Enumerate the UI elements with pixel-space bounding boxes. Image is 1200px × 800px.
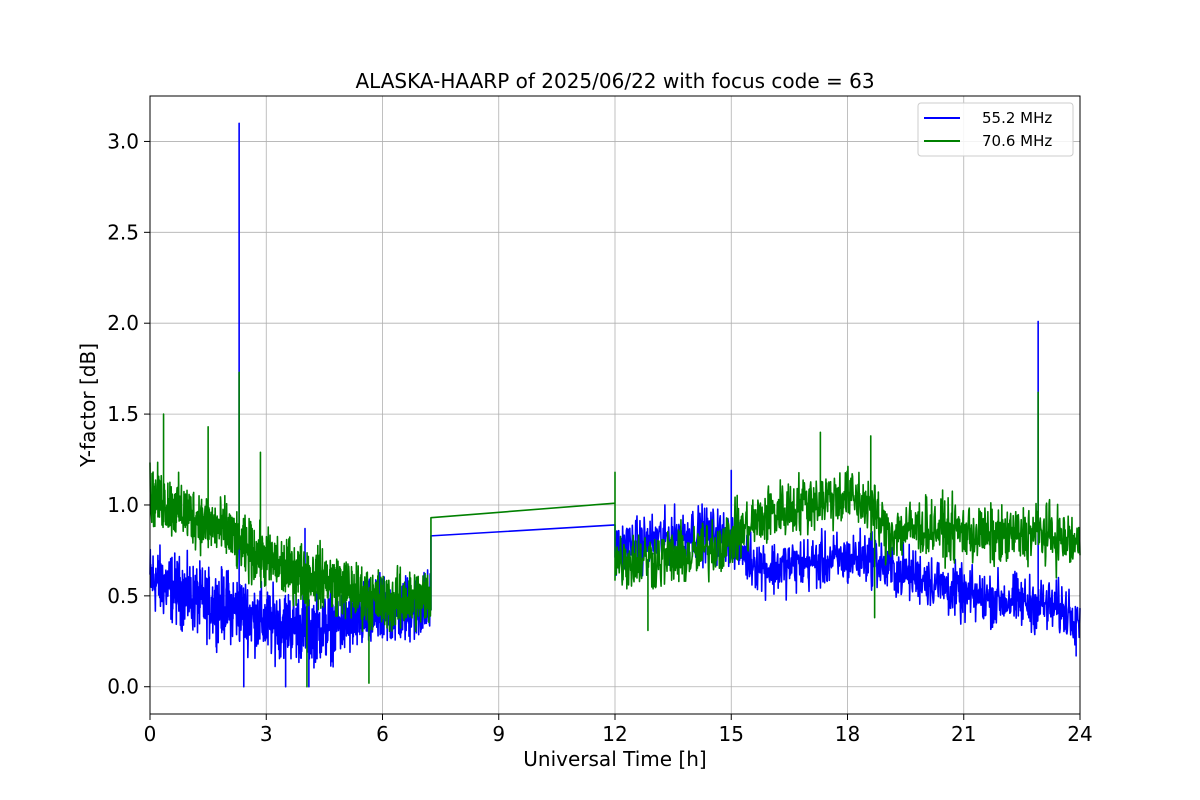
y-tick-label: 0.0 (107, 675, 139, 699)
x-tick-label: 24 (1067, 722, 1092, 746)
x-axis-label: Universal Time [h] (523, 747, 706, 771)
x-tick-label: 15 (719, 722, 744, 746)
plot-area (149, 122, 1081, 688)
chart-title: ALASKA-HAARP of 2025/06/22 with focus co… (355, 69, 874, 93)
x-tick-label: 6 (376, 722, 389, 746)
y-tick-label: 3.0 (107, 129, 139, 153)
x-tick-label: 18 (835, 722, 860, 746)
series-line-70-6-mhz (149, 371, 1081, 688)
x-tick-label: 9 (492, 722, 505, 746)
legend-label-70-6: 70.6 MHz (982, 132, 1052, 150)
legend-label-55-2: 55.2 MHz (982, 109, 1052, 127)
legend: 55.2 MHz 70.6 MHz (917, 102, 1074, 157)
legend-box (917, 102, 1074, 157)
x-axis-ticks: 0 3 6 9 12 15 18 21 24 (144, 714, 1093, 746)
y-tick-label: 1.0 (107, 493, 139, 517)
x-tick-label: 3 (260, 722, 273, 746)
x-tick-label: 0 (144, 722, 157, 746)
y-axis-ticks: 0.0 0.5 1.0 1.5 2.0 2.5 3.0 (107, 129, 150, 699)
y-tick-label: 0.5 (107, 584, 139, 608)
x-tick-label: 12 (602, 722, 627, 746)
y-tick-label: 2.5 (107, 220, 139, 244)
y-axis-label: Y-factor [dB] (76, 343, 100, 468)
y-tick-label: 1.5 (107, 402, 139, 426)
y-tick-label: 2.0 (107, 311, 139, 335)
x-tick-label: 21 (951, 722, 976, 746)
